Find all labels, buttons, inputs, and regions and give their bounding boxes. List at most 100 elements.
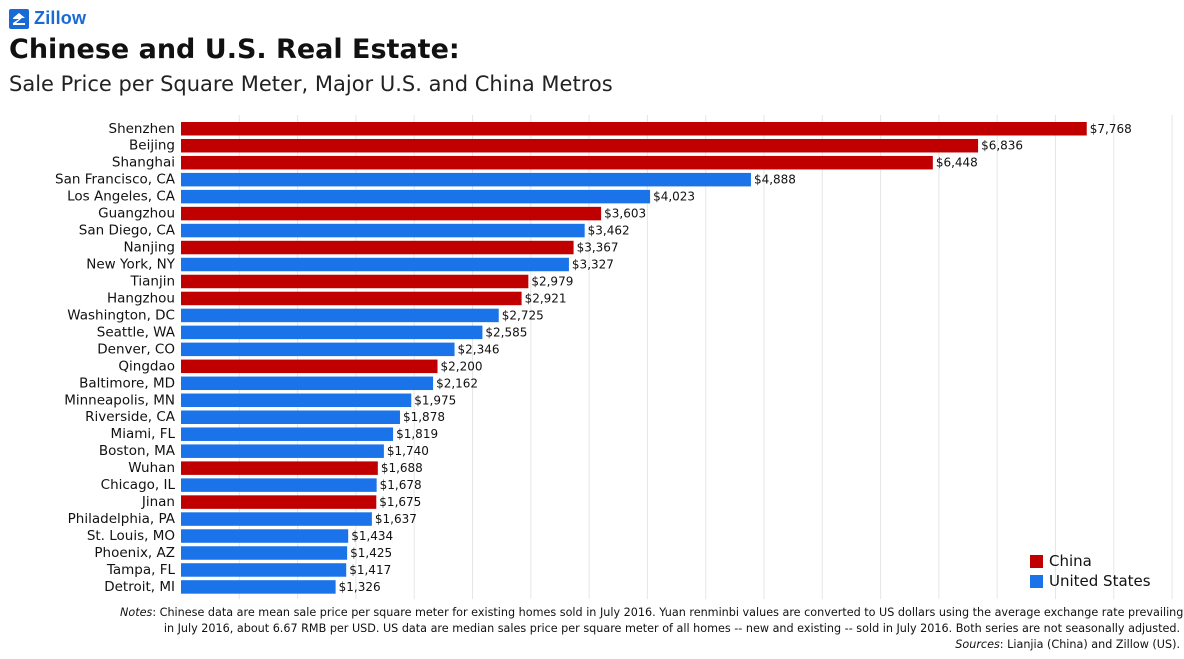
category-label-st-louis-mo: St. Louis, MO (87, 528, 175, 544)
category-label-los-angeles-ca: Los Angeles, CA (67, 189, 176, 205)
value-label-baltimore-md: $2,162 (436, 376, 478, 390)
bar-nanjing (181, 240, 574, 255)
sources-line: Sources: Lianjia (China) and Zillow (US)… (120, 637, 1180, 653)
value-label-boston-ma: $1,740 (387, 444, 429, 458)
brand-name: Zillow (34, 8, 87, 28)
category-label-shenzhen: Shenzhen (109, 121, 176, 137)
category-label-denver-co: Denver, CO (97, 341, 175, 357)
brand: Zillow (9, 8, 86, 29)
bar-los-angeles-ca (181, 189, 651, 204)
category-label-san-diego-ca: San Diego, CA (79, 223, 176, 239)
chart-notes: Notes: Chinese data are mean sale price … (120, 605, 1183, 653)
legend: China United States (1030, 551, 1151, 591)
category-label-baltimore-md: Baltimore, MD (79, 375, 175, 391)
bar-phoenix-az (181, 546, 348, 560)
bar-denver-co (181, 342, 455, 357)
category-label-chicago-il: Chicago, IL (101, 477, 176, 493)
bar-riverside-ca (181, 410, 400, 424)
value-label-phoenix-az: $1,425 (350, 546, 392, 560)
category-label-wuhan: Wuhan (128, 460, 175, 476)
category-label-guangzhou: Guangzhou (98, 206, 175, 222)
gridlines (238, 115, 1173, 600)
value-label-shenzhen: $7,768 (1090, 122, 1132, 136)
bar-beijing (181, 138, 979, 153)
category-label-tampa-fl: Tampa, FL (106, 562, 176, 578)
bar-washington-dc (181, 308, 499, 323)
value-label-san-francisco-ca: $4,888 (754, 173, 796, 187)
sources-text: : Lianjia (China) and Zillow (US). (999, 638, 1180, 651)
bar-detroit-mi (181, 580, 336, 594)
value-label-miami-fl: $1,819 (396, 427, 438, 441)
category-label-philadelphia-pa: Philadelphia, PA (68, 511, 176, 527)
bar-minneapolis-mn (181, 393, 412, 408)
value-label-wuhan: $1,688 (381, 461, 423, 475)
sources-label: Sources (955, 638, 1000, 651)
value-label-qingdao: $2,200 (441, 359, 483, 373)
category-label-riverside-ca: Riverside, CA (85, 409, 176, 425)
bar-wuhan (181, 461, 378, 475)
category-label-miami-fl: Miami, FL (111, 426, 176, 442)
category-label-washington-dc: Washington, DC (67, 307, 175, 323)
legend-item-united-states: United States (1030, 571, 1151, 591)
bars (181, 122, 1087, 594)
value-label-seattle-wa: $2,585 (485, 325, 527, 339)
category-label-phoenix-az: Phoenix, AZ (94, 545, 175, 561)
notes-line-2: in July 2016, about 6.67 RMB per USD. US… (163, 622, 1180, 635)
value-label-tampa-fl: $1,417 (349, 563, 391, 577)
category-label-san-francisco-ca: San Francisco, CA (55, 172, 176, 188)
value-label-beijing: $6,836 (981, 139, 1023, 153)
value-label-san-diego-ca: $3,462 (588, 224, 630, 238)
bar-miami-fl (181, 427, 394, 441)
category-label-hangzhou: Hangzhou (107, 290, 175, 306)
value-label-nanjing: $3,367 (577, 241, 619, 255)
value-label-riverside-ca: $1,878 (403, 410, 445, 424)
value-label-philadelphia-pa: $1,637 (375, 512, 417, 526)
category-label-detroit-mi: Detroit, MI (104, 579, 175, 595)
category-label-jinan: Jinan (141, 494, 175, 510)
value-label-chicago-il: $1,678 (380, 478, 422, 492)
legend-swatch-united-states (1030, 574, 1043, 588)
bar-shenzhen (181, 122, 1087, 136)
zillow-logo-icon (9, 8, 29, 29)
bar-jinan (181, 495, 377, 509)
bar-guangzhou (181, 206, 602, 221)
category-label-new-york-ny: New York, NY (86, 257, 175, 273)
category-label-boston-ma: Boston, MA (99, 443, 176, 459)
bar-philadelphia-pa (181, 512, 372, 526)
value-label-guangzhou: $3,603 (604, 207, 646, 221)
legend-label-china: China (1049, 552, 1092, 570)
category-label-nanjing: Nanjing (123, 240, 175, 256)
value-label-minneapolis-mn: $1,975 (414, 393, 456, 407)
value-label-los-angeles-ca: $4,023 (653, 190, 695, 204)
value-label-tianjin: $2,979 (531, 274, 573, 288)
bar-st-louis-mo (181, 529, 349, 543)
value-label-jinan: $1,675 (379, 495, 421, 509)
bar-san-francisco-ca (181, 172, 751, 187)
value-labels: $7,768 $6,836$6,448 $4,888 $4,023 $3,603 $3,4… (339, 122, 1132, 594)
chart-subtitle: Sale Price per Square Meter, Major U.S. … (9, 72, 613, 96)
value-label-detroit-mi: $1,326 (339, 580, 381, 594)
value-label-denver-co: $2,346 (458, 342, 500, 356)
bar-baltimore-md (181, 376, 434, 391)
category-label-tianjin: Tianjin (130, 273, 175, 289)
category-label-beijing: Beijing (129, 138, 175, 154)
bar-boston-ma (181, 444, 384, 458)
value-label-washington-dc: $2,725 (502, 308, 544, 322)
bar-qingdao (181, 359, 438, 374)
value-label-hangzhou: $2,921 (525, 291, 567, 305)
bar-hangzhou (181, 291, 522, 306)
category-label-qingdao: Qingdao (118, 358, 175, 374)
bar-shanghai (181, 155, 933, 170)
bar-tampa-fl (181, 563, 347, 577)
legend-swatch-china (1030, 554, 1043, 568)
value-label-new-york-ny: $3,327 (572, 258, 614, 272)
bar-new-york-ny (181, 257, 569, 272)
legend-label-united-states: United States (1049, 572, 1151, 590)
bar-seattle-wa (181, 325, 483, 340)
bar-tianjin (181, 274, 529, 289)
category-label-shanghai: Shanghai (112, 155, 175, 171)
value-label-shanghai: $6,448 (936, 156, 978, 170)
notes-line-1: Notes: Chinese data are mean sale price … (120, 605, 1183, 621)
